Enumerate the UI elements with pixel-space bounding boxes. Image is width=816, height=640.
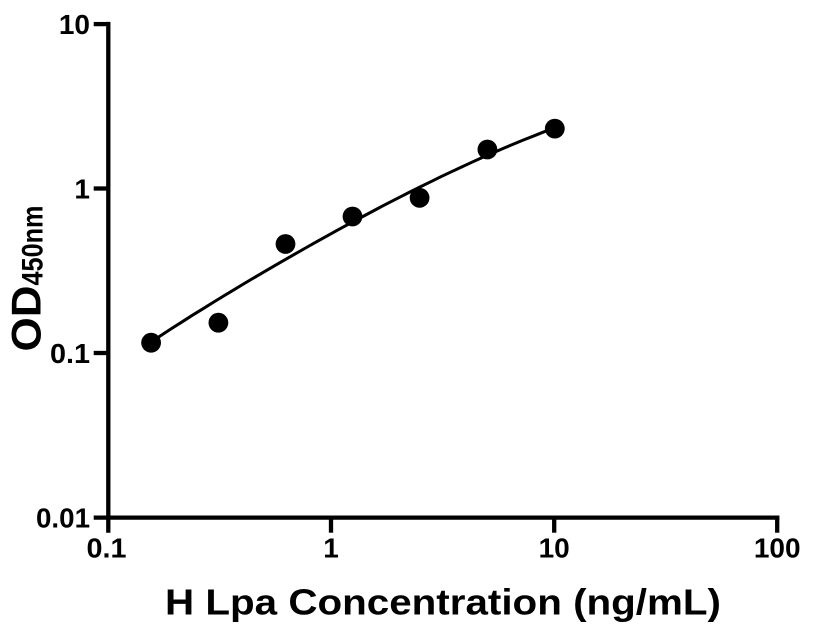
svg-text:OD450nm: OD450nm — [3, 206, 50, 352]
svg-text:0.1: 0.1 — [87, 532, 127, 563]
svg-text:10: 10 — [59, 9, 90, 40]
svg-text:10: 10 — [539, 532, 570, 563]
svg-text:0.1: 0.1 — [50, 338, 90, 369]
svg-text:100: 100 — [754, 532, 801, 563]
svg-text:1: 1 — [323, 532, 339, 563]
svg-text:1: 1 — [74, 174, 90, 205]
svg-text:H Lpa Concentration (ng/mL): H Lpa Concentration (ng/mL) — [165, 582, 721, 623]
svg-text:0.01: 0.01 — [36, 503, 90, 534]
